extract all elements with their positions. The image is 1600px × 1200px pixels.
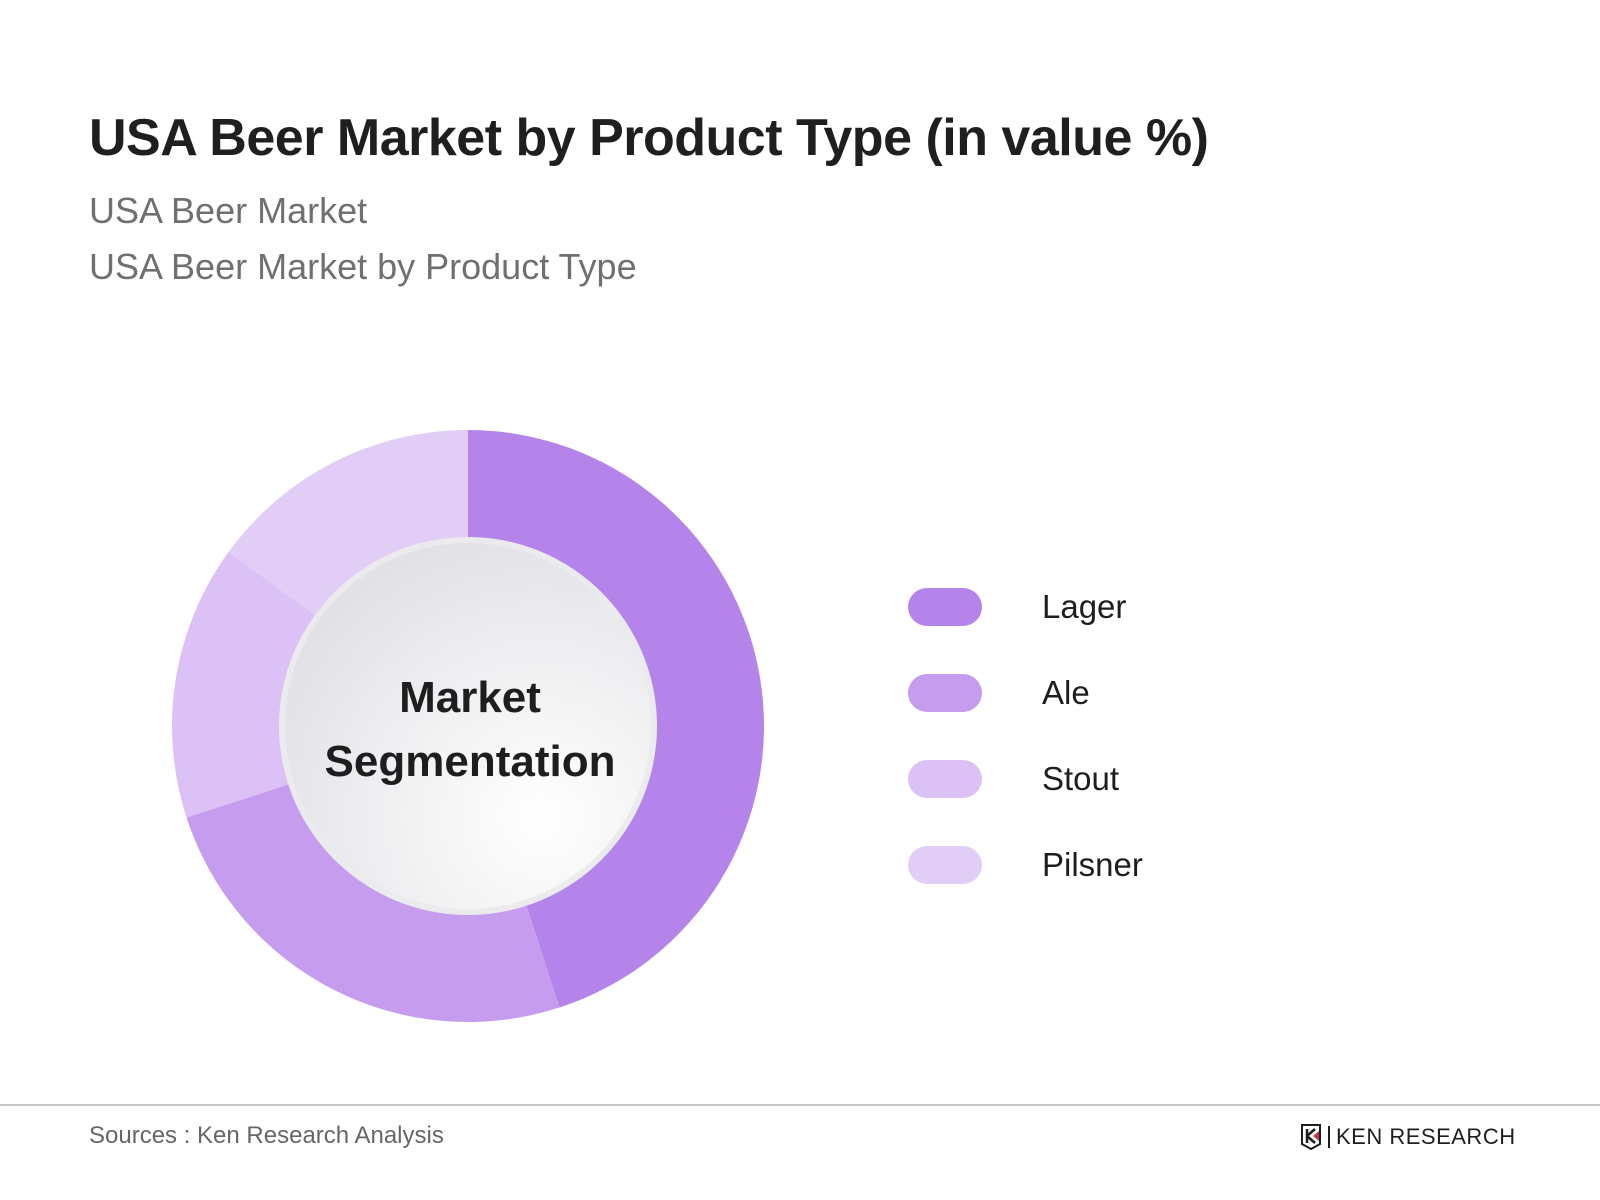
legend-swatch-pilsner <box>908 846 982 884</box>
legend-item-pilsner: Pilsner <box>908 822 1143 908</box>
legend-item-ale: Ale <box>908 650 1143 736</box>
footer-divider <box>0 1104 1600 1106</box>
center-disc <box>285 543 651 909</box>
chart-subtitle-segment: USA Beer Market by Product Type <box>89 246 637 287</box>
logo-divider <box>1328 1126 1330 1148</box>
legend-label-stout: Stout <box>1042 760 1120 797</box>
ken-research-k-icon <box>1301 1124 1321 1150</box>
chart-legend: Lager Ale Stout Pilsner <box>908 564 1143 908</box>
center-label-line1: Market <box>399 673 541 722</box>
legend-label-ale: Ale <box>1042 674 1090 711</box>
legend-label-lager: Lager <box>1042 588 1127 625</box>
legend-swatch-stout <box>908 760 982 798</box>
legend-item-stout: Stout <box>908 736 1143 822</box>
ken-research-logo: KEN RESEARCH <box>1300 1124 1516 1150</box>
center-label: Market Segmentation <box>170 430 770 1030</box>
donut-svg <box>172 430 765 1022</box>
legend-swatch-ale <box>908 674 982 712</box>
logo-text: KEN RESEARCH <box>1336 1124 1516 1149</box>
sources-note: Sources : Ken Research Analysis <box>89 1122 444 1149</box>
chart-title: USA Beer Market by Product Type (in valu… <box>89 109 1209 167</box>
chart-subtitle-market: USA Beer Market <box>89 190 368 231</box>
legend-swatch-lager <box>908 588 982 626</box>
center-label-line2: Segmentation <box>324 737 616 786</box>
legend-label-pilsner: Pilsner <box>1042 846 1143 883</box>
donut-chart: Market Segmentation <box>170 430 770 1030</box>
legend-item-lager: Lager <box>908 564 1143 650</box>
